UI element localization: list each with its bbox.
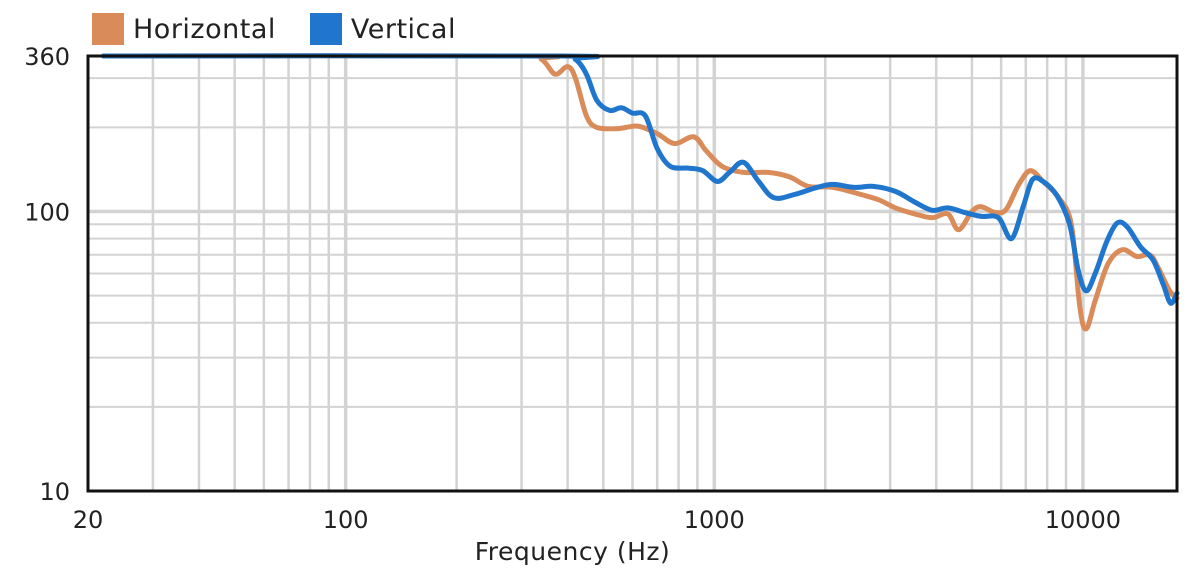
legend-swatch-horizontal xyxy=(92,13,124,45)
y-tick-label: 100 xyxy=(24,198,70,226)
legend-item-horizontal: Horizontal xyxy=(92,13,276,45)
legend-label-vertical: Vertical xyxy=(350,13,456,45)
axis-tick-labels: 20 100 1000 10000 10 100 360 xyxy=(24,43,1121,534)
legend-swatch-vertical xyxy=(309,13,342,45)
chart-legend: Horizontal Vertical xyxy=(92,13,490,45)
x-axis-title: Frequency (Hz) xyxy=(475,537,671,566)
chart-grid xyxy=(88,56,1177,491)
plot-frame xyxy=(86,54,1179,493)
y-tick-label: 360 xyxy=(24,43,70,71)
x-tick-label: 1000 xyxy=(684,506,745,534)
x-tick-label: 10000 xyxy=(1045,506,1121,534)
y-tick-label: 10 xyxy=(39,478,70,506)
legend-item-vertical: Vertical xyxy=(309,13,456,45)
series-line-vertical xyxy=(100,53,1180,306)
series-line-horizontal xyxy=(100,53,1180,332)
x-tick-label: 100 xyxy=(323,506,369,534)
x-tick-label: 20 xyxy=(73,506,104,534)
legend-label-horizontal: Horizontal xyxy=(133,13,276,45)
chart-series-lines xyxy=(100,53,1180,332)
